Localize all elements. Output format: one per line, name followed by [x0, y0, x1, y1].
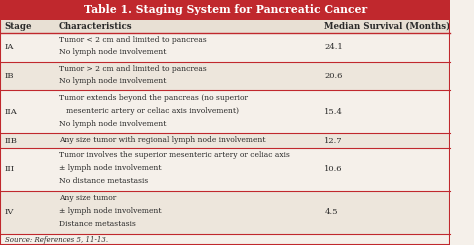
Text: Table 1. Staging System for Pancreatic Cancer: Table 1. Staging System for Pancreatic C… [83, 4, 367, 15]
Text: Any size tumor with regional lymph node involvement: Any size tumor with regional lymph node … [59, 135, 265, 144]
FancyBboxPatch shape [0, 0, 450, 20]
Text: Characteristics: Characteristics [59, 22, 132, 31]
Text: ± lymph node involvement: ± lymph node involvement [59, 164, 161, 172]
Text: IIA: IIA [5, 108, 17, 116]
Text: mesenteric artery or celiac axis involvement): mesenteric artery or celiac axis involve… [59, 107, 238, 115]
Text: 20.6: 20.6 [324, 72, 343, 80]
Text: 24.1: 24.1 [324, 43, 343, 51]
Text: Tumor < 2 cm and limited to pancreas: Tumor < 2 cm and limited to pancreas [59, 36, 206, 44]
FancyBboxPatch shape [0, 20, 450, 33]
Text: Any size tumor: Any size tumor [59, 194, 116, 202]
FancyBboxPatch shape [0, 148, 450, 191]
Text: IB: IB [5, 72, 14, 80]
Text: Median Survival (Months): Median Survival (Months) [324, 22, 451, 31]
Text: 12.7: 12.7 [324, 137, 343, 145]
FancyBboxPatch shape [0, 62, 450, 90]
Text: IV: IV [5, 208, 14, 217]
Text: Tumor extends beyond the pancreas (no superior: Tumor extends beyond the pancreas (no su… [59, 94, 247, 102]
FancyBboxPatch shape [0, 90, 450, 134]
Text: III: III [5, 165, 15, 173]
Text: Tumor involves the superior mesenteric artery or celiac axis: Tumor involves the superior mesenteric a… [59, 151, 290, 159]
FancyBboxPatch shape [0, 234, 450, 245]
Text: ± lymph node involvement: ± lymph node involvement [59, 207, 161, 215]
Text: IA: IA [5, 43, 14, 51]
Text: 4.5: 4.5 [324, 208, 338, 217]
Text: Distance metastasis: Distance metastasis [59, 220, 136, 228]
Text: No lymph node involvement: No lymph node involvement [59, 48, 166, 56]
Text: Source: References 5, 11-13.: Source: References 5, 11-13. [5, 235, 108, 244]
Text: IIB: IIB [5, 137, 18, 145]
Text: No lymph node involvement: No lymph node involvement [59, 120, 166, 128]
FancyBboxPatch shape [0, 33, 450, 62]
Text: Tumor > 2 cm and limited to pancreas: Tumor > 2 cm and limited to pancreas [59, 64, 206, 73]
Text: 10.6: 10.6 [324, 165, 343, 173]
FancyBboxPatch shape [0, 191, 450, 234]
Text: No lymph node involvement: No lymph node involvement [59, 77, 166, 85]
Text: Stage: Stage [5, 22, 32, 31]
Text: 15.4: 15.4 [324, 108, 343, 116]
Text: No distance metastasis: No distance metastasis [59, 177, 148, 185]
FancyBboxPatch shape [0, 134, 450, 148]
